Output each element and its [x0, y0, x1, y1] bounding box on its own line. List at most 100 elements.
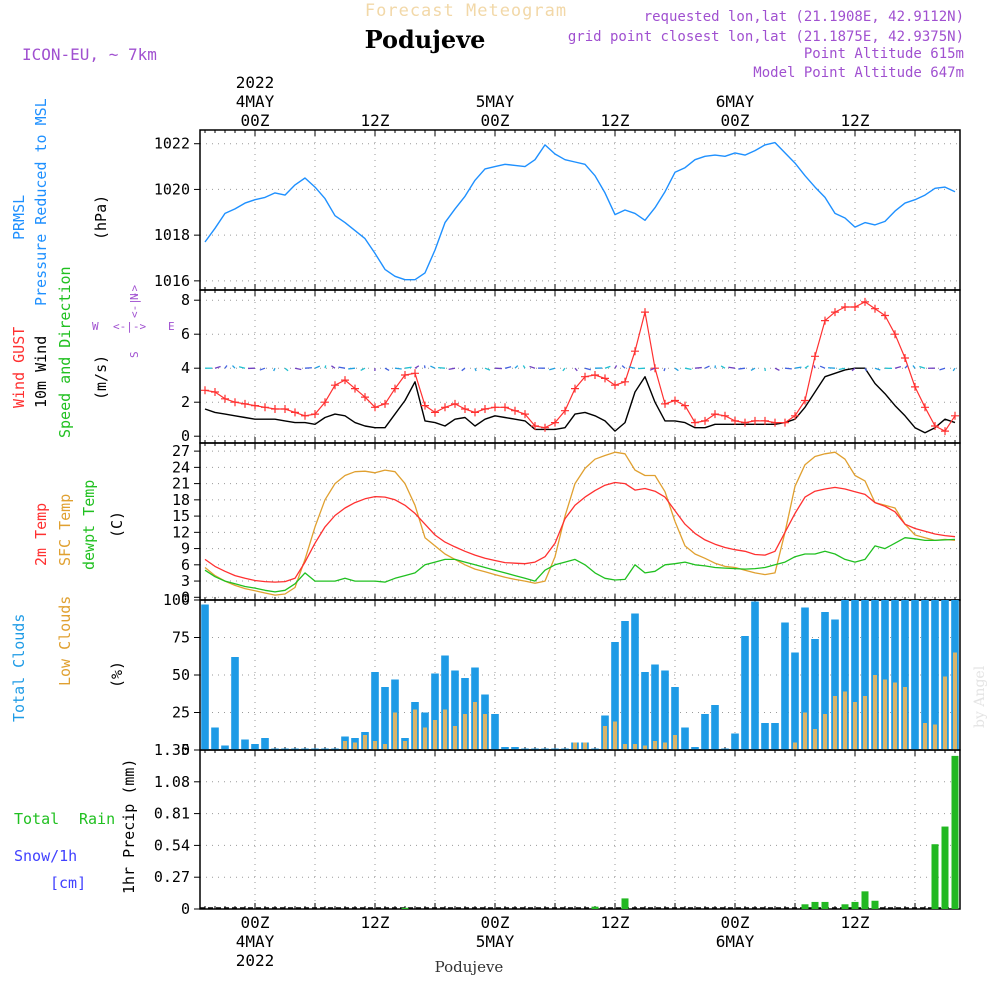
gust-marker — [401, 371, 409, 379]
wind-dir-arrow — [604, 365, 611, 369]
wind-dir-arrow — [684, 367, 692, 370]
bar-total-clouds — [511, 747, 519, 750]
compass-west: W — [92, 320, 99, 333]
gust-marker — [421, 401, 429, 410]
wind-dir-arrow — [904, 365, 908, 369]
gust-marker — [591, 371, 599, 379]
y-tick-label: 21 — [172, 475, 190, 493]
bar-total-clouds — [641, 672, 649, 750]
gust-marker — [341, 376, 349, 385]
bar-rain — [401, 907, 409, 909]
bar-total-clouds — [451, 670, 459, 750]
bar-rain — [841, 904, 849, 909]
bar-low-clouds — [353, 742, 357, 750]
y-tick-label: 0 — [181, 588, 190, 606]
bar-total-clouds — [921, 600, 929, 750]
bar-low-clouds — [883, 679, 887, 750]
gust-marker — [931, 422, 939, 430]
y-tick-label: 8 — [181, 291, 190, 309]
gust-marker — [271, 405, 279, 413]
bar-low-clouds — [903, 687, 907, 750]
bar-total-clouds — [791, 652, 799, 750]
wind-dir-arrow — [562, 367, 566, 372]
gust-marker — [481, 405, 489, 413]
clouds-label-low: Low Clouds — [56, 596, 74, 686]
bar-total-clouds — [941, 600, 949, 750]
wind-dir-arrow — [522, 365, 526, 369]
bar-total-clouds — [681, 727, 689, 750]
wind-label-gust: Wind GUST — [10, 327, 28, 408]
gust-marker — [731, 416, 739, 425]
bar-total-clouds — [901, 600, 909, 750]
gust-marker — [361, 393, 369, 402]
bar-total-clouds — [741, 636, 749, 750]
gust-marker — [611, 381, 619, 390]
y-tick-label: 1016 — [154, 272, 190, 290]
compass-arrows-v: <-|-> — [128, 285, 141, 318]
y-tick-label: 18 — [172, 491, 190, 509]
bar-total-clouds — [621, 621, 629, 750]
bar-rain — [871, 900, 879, 909]
bar-low-clouds — [393, 712, 397, 750]
wind-dir-arrow — [338, 366, 346, 369]
bar-rain — [811, 901, 819, 909]
wind-dir-arrow — [348, 367, 356, 370]
bar-total-clouds — [431, 673, 439, 750]
y-tick-label: 12 — [172, 523, 190, 541]
gust-marker — [381, 399, 389, 408]
gust-marker — [451, 399, 459, 408]
gust-marker — [461, 405, 469, 413]
panel-frame — [199, 442, 961, 601]
gust-marker — [291, 408, 299, 417]
precip-label-snow: Snow/1h — [14, 847, 77, 865]
wind-dir-arrow — [738, 367, 746, 370]
gust-marker — [811, 352, 819, 361]
pressure-label-desc: Pressure Reduced to MSL — [32, 98, 50, 306]
y-tick-label: 1018 — [154, 226, 190, 244]
wind-dir-arrow — [819, 365, 826, 369]
gust-marker — [511, 406, 519, 415]
y-tick-label: 4 — [181, 359, 190, 377]
panel-frame — [199, 749, 961, 910]
gust-marker — [911, 382, 919, 391]
precip-label-rain: Rain — [79, 810, 115, 828]
bar-low-clouds — [643, 745, 647, 750]
gust-marker — [831, 308, 839, 317]
bar-low-clouds — [843, 691, 847, 750]
gust-marker — [521, 410, 529, 419]
gust-marker — [841, 303, 849, 311]
y-tick-label: 3 — [181, 572, 190, 590]
gust-marker — [441, 403, 449, 412]
y-tick-label: 1022 — [154, 135, 190, 153]
wind-dir-arrow — [430, 365, 436, 369]
bar-total-clouds — [841, 600, 849, 750]
top-time-label: 6MAY — [716, 92, 755, 111]
bar-low-clouds — [803, 712, 807, 750]
wind-label-dir: Speed and Direction — [56, 266, 74, 438]
bar-total-clouds — [881, 600, 889, 750]
bar-rain — [801, 904, 809, 909]
wind-dir-arrow — [529, 365, 536, 369]
gust-marker — [701, 416, 709, 425]
panel-clouds: 0 25 50 75 100 — [163, 591, 961, 759]
gust-marker — [671, 396, 679, 405]
wind-dir-arrow — [324, 365, 327, 369]
bar-total-clouds — [491, 714, 499, 750]
wind-dir-arrow — [484, 367, 491, 371]
y-tick-label: 6 — [181, 325, 190, 343]
wind-dir-arrow — [614, 365, 618, 369]
bar-total-clouds — [831, 619, 839, 750]
gust-marker — [491, 403, 499, 412]
gust-marker — [711, 410, 719, 419]
bar-low-clouds — [823, 714, 827, 750]
y-tick-label: 0.81 — [154, 805, 190, 823]
y-tick-label: 9 — [181, 540, 190, 558]
top-time-label: 00Z — [481, 111, 510, 130]
y-tick-label: 1.08 — [154, 773, 190, 791]
gust-marker — [221, 394, 229, 403]
bar-rain — [621, 898, 629, 909]
gust-marker — [301, 411, 309, 420]
wind-dir-arrow — [851, 367, 856, 372]
bar-rain — [861, 891, 869, 909]
